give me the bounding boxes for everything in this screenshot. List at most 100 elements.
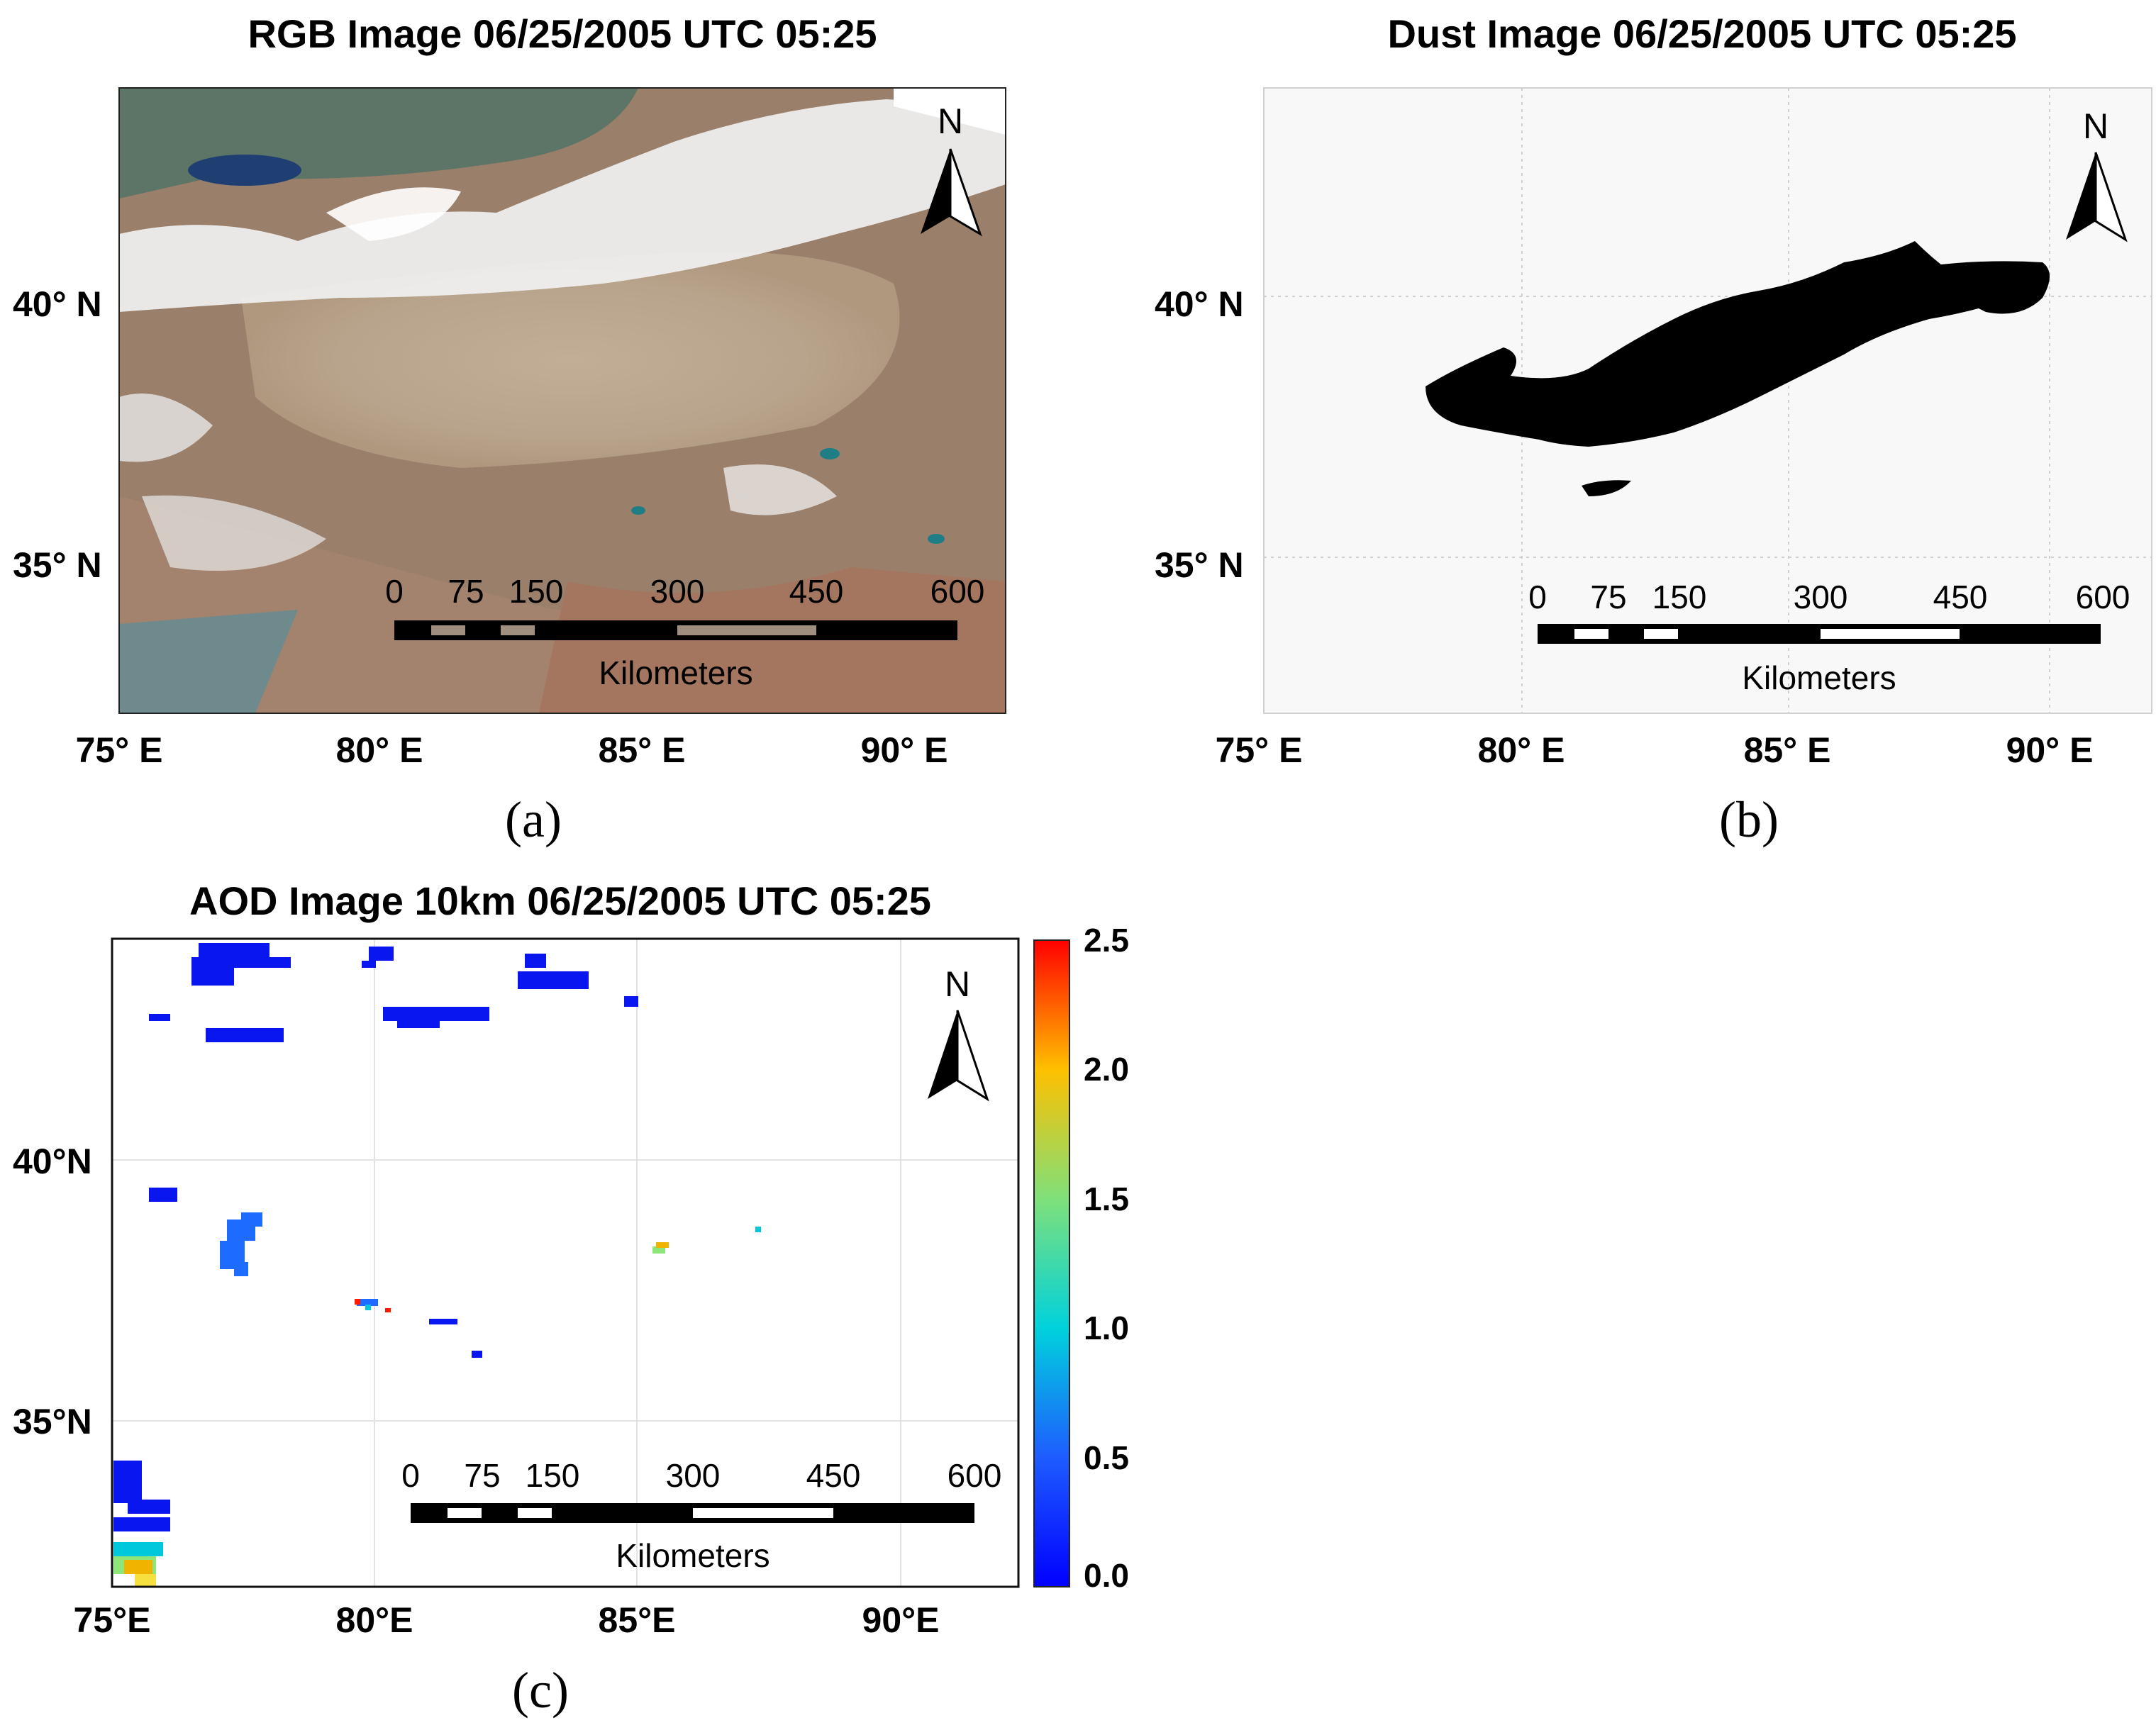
scale-seg — [448, 1508, 482, 1518]
panel-aod: AOD Image 10km 06/25/2005 UTC 05:25 — [13, 878, 1129, 1719]
lon-tick-75: 75° E — [1216, 730, 1303, 770]
panel-a-frame — [118, 87, 1006, 714]
lon-tick-85: 85°E — [599, 1600, 676, 1640]
panel-c-caption: (c) — [512, 1662, 569, 1719]
scale-seg — [518, 1508, 552, 1518]
lake — [631, 506, 645, 515]
dust-mask — [1426, 241, 2050, 496]
cloud-patch-west — [119, 394, 213, 462]
colorbar-tick-2-5: 2.5 — [1084, 922, 1129, 959]
scale-num-150: 150 — [509, 573, 564, 610]
north-arrow-left — [928, 1010, 957, 1099]
north-arrow-icon: N — [928, 964, 989, 1102]
scale-bar: 0 75 150 300 450 600 Kilometers — [401, 1457, 1001, 1574]
scale-seg — [1574, 629, 1608, 639]
north-label: N — [2083, 106, 2108, 146]
scale-bar-bg — [411, 1503, 974, 1523]
scale-num-300: 300 — [1794, 579, 1848, 615]
lat-tick-40: 40°N — [13, 1142, 92, 1181]
lon-tick-80: 80° E — [336, 730, 423, 770]
panel-b-title: Dust Image 06/25/2005 UTC 05:25 — [1387, 11, 2016, 56]
taklamakan-dust — [241, 252, 900, 468]
scale-num-75: 75 — [448, 573, 484, 610]
lake-issyk-kul — [188, 155, 301, 186]
cloud-band — [119, 99, 1006, 312]
scale-seg — [1821, 629, 1960, 639]
north-arrow-right — [956, 1010, 989, 1102]
lowland-haze — [119, 610, 298, 713]
scale-unit: Kilometers — [599, 654, 752, 691]
scale-seg — [1644, 629, 1678, 639]
lon-tick-90: 90° E — [2006, 730, 2094, 770]
lat-tick-40: 40° N — [13, 284, 102, 324]
lon-tick-75: 75° E — [76, 730, 163, 770]
scale-num-450: 450 — [806, 1457, 861, 1494]
rgb-map — [119, 88, 1006, 713]
lat-tick-35: 35° N — [1155, 545, 1244, 585]
aod-map-background — [112, 939, 1018, 1587]
scale-seg — [677, 625, 816, 635]
colorbar-tick-0-5: 0.5 — [1084, 1439, 1129, 1476]
scale-bar-bg — [394, 620, 957, 640]
panel-rgb: RGB Image 06/25/2005 UTC 05:25 — [13, 11, 1006, 848]
scale-bar-bg — [1538, 624, 2101, 644]
scale-seg — [693, 1508, 833, 1518]
graticule — [112, 939, 1018, 1587]
lon-tick-85: 85° E — [599, 730, 686, 770]
scale-num-600: 600 — [2076, 579, 2130, 615]
lon-tick-85: 85° E — [1744, 730, 1831, 770]
colorbar-tick-2-0: 2.0 — [1084, 1051, 1129, 1088]
panel-a-title: RGB Image 06/25/2005 UTC 05:25 — [248, 11, 877, 56]
lake — [928, 534, 945, 544]
scale-bar: 0 75 150 300 450 600 Kilometers — [385, 573, 984, 691]
scale-seg — [431, 625, 465, 635]
scale-num-0: 0 — [385, 573, 404, 610]
scale-num-150: 150 — [1652, 579, 1707, 615]
dust-plume-east — [1929, 261, 2050, 314]
scale-num-450: 450 — [789, 573, 844, 610]
panel-c-title: AOD Image 10km 06/25/2005 UTC 05:25 — [189, 878, 931, 923]
panel-b-frame — [1263, 87, 2152, 714]
lon-tick-75: 75°E — [74, 1600, 151, 1640]
lake — [820, 448, 840, 459]
scale-num-300: 300 — [650, 573, 705, 610]
panel-dust: Dust Image 06/25/2005 UTC 05:25 40° N 35… — [1155, 11, 2152, 848]
lon-tick-90: 90° E — [861, 730, 948, 770]
scale-num-75: 75 — [464, 1457, 500, 1494]
scale-num-600: 600 — [948, 1457, 1002, 1494]
scale-num-75: 75 — [1590, 579, 1626, 615]
aod-colorbar: 2.5 2.0 1.5 1.0 0.5 0.0 — [1033, 922, 1129, 1594]
lat-tick-35: 35° N — [13, 545, 102, 585]
north-arrow-left — [921, 149, 950, 234]
colorbar-tick-0-0: 0.0 — [1084, 1557, 1129, 1594]
north-arrow-left — [2066, 152, 2096, 240]
north-arrow-icon: N — [2066, 106, 2128, 242]
scale-num-150: 150 — [526, 1457, 580, 1494]
aod-pixels — [113, 943, 761, 1587]
panel-c-frame — [111, 937, 1020, 1588]
panel-a-caption: (a) — [505, 791, 562, 848]
scale-bar: 0 75 150 300 450 600 Kilometers — [1528, 579, 2130, 696]
scale-num-450: 450 — [1933, 579, 1988, 615]
north-arrow-right — [2094, 152, 2128, 242]
panel-b-caption: (b) — [1719, 791, 1779, 848]
dust-plume-main — [1426, 241, 2025, 447]
snow-patch — [723, 464, 837, 515]
lon-tick-80: 80°E — [336, 1600, 413, 1640]
scale-num-0: 0 — [1528, 579, 1547, 615]
scale-unit: Kilometers — [616, 1537, 769, 1574]
colorbar-tick-1-5: 1.5 — [1084, 1181, 1129, 1217]
scale-num-0: 0 — [401, 1457, 420, 1494]
north-arrow-icon: N — [921, 101, 982, 237]
north-label: N — [945, 964, 970, 1004]
cloud-patch — [326, 187, 461, 241]
north-arrow-right — [949, 148, 982, 237]
scale-num-300: 300 — [666, 1457, 721, 1494]
colorbar-tick-1-0: 1.0 — [1084, 1310, 1129, 1346]
colorbar-gradient — [1033, 939, 1070, 1587]
snow-kunlun — [142, 495, 326, 571]
lon-tick-80: 80° E — [1478, 730, 1565, 770]
lon-tick-90: 90°E — [862, 1600, 940, 1640]
dust-plume-small — [1582, 480, 1631, 496]
